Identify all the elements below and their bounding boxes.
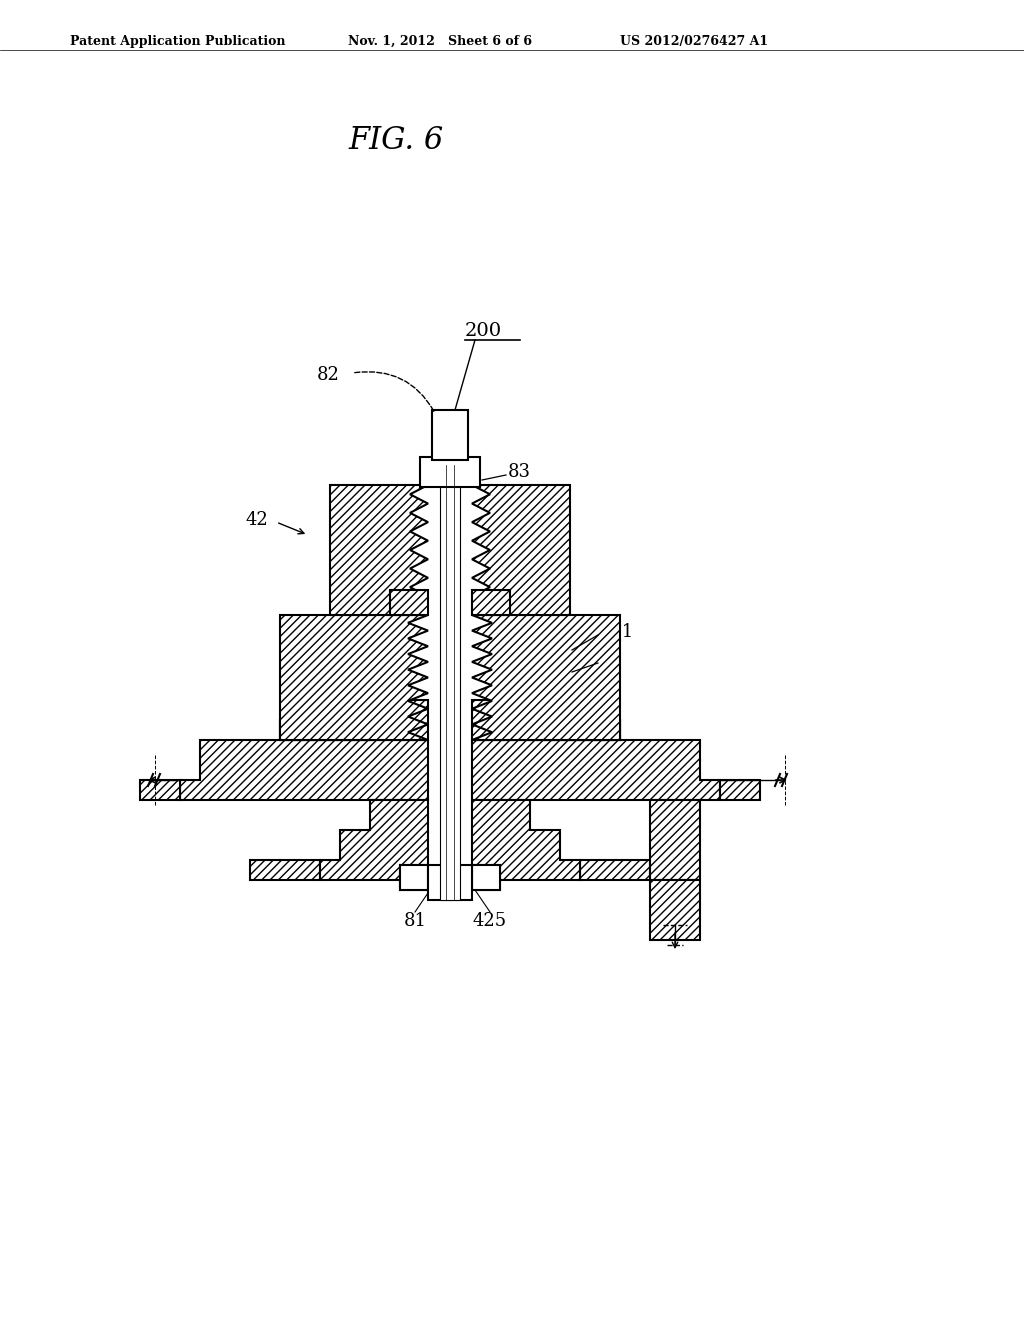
Text: 84: 84 [600,651,623,669]
Text: 83: 83 [508,463,531,480]
Polygon shape [472,590,510,615]
Polygon shape [472,800,580,880]
Polygon shape [280,700,428,741]
Polygon shape [472,700,620,741]
Text: US 2012/0276427 A1: US 2012/0276427 A1 [620,36,768,48]
Text: Nov. 1, 2012   Sheet 6 of 6: Nov. 1, 2012 Sheet 6 of 6 [348,36,532,48]
Text: 200: 200 [465,322,502,341]
Polygon shape [720,780,760,800]
Polygon shape [280,615,428,741]
Polygon shape [580,861,650,880]
Bar [428,865,472,900]
Bar [440,455,460,900]
Text: Patent Application Publication: Patent Application Publication [70,36,286,48]
FancyArrowPatch shape [354,372,434,412]
Bar [650,880,700,940]
Text: 421: 421 [600,623,634,642]
Text: FIG. 6: FIG. 6 [348,125,443,156]
Polygon shape [650,800,700,880]
Bar [400,865,428,890]
Polygon shape [472,865,500,890]
Bar [420,457,480,487]
Polygon shape [530,719,620,741]
Polygon shape [330,484,428,615]
Polygon shape [472,484,570,615]
Text: 425: 425 [473,912,507,931]
Bar [472,865,500,890]
Bar [650,880,700,940]
Polygon shape [472,615,620,741]
Polygon shape [400,865,428,890]
Text: 82: 82 [317,366,340,384]
Polygon shape [180,741,428,800]
Polygon shape [280,719,370,741]
Polygon shape [472,741,720,800]
Polygon shape [140,780,180,800]
Polygon shape [390,590,428,615]
Bar [432,411,468,459]
Text: 81: 81 [403,912,427,931]
Polygon shape [250,861,319,880]
Polygon shape [319,800,428,880]
Text: 42: 42 [246,511,268,529]
